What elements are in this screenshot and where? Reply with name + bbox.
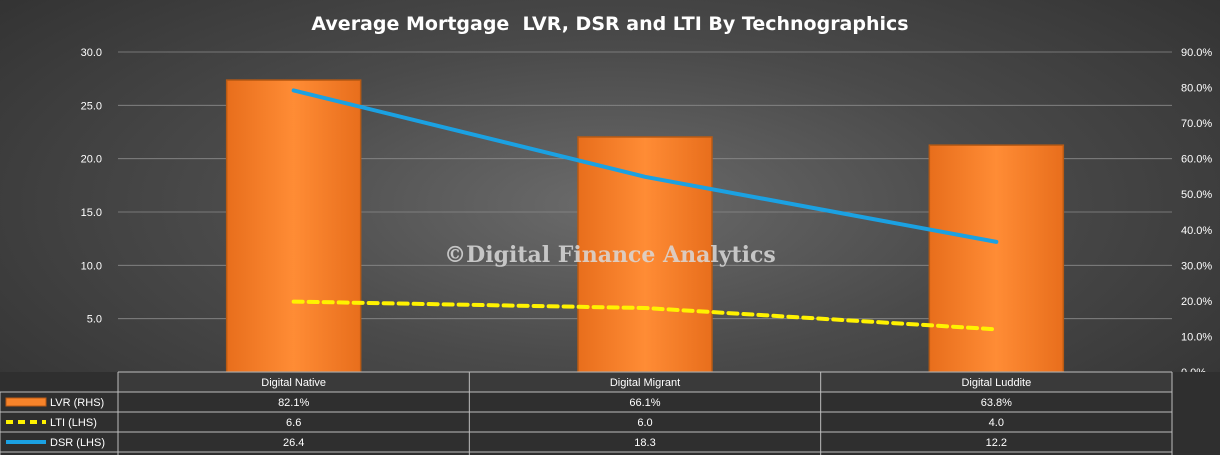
left-tick-label: 25.0 [81, 100, 102, 112]
right-tick-label: 10.0% [1181, 331, 1212, 343]
left-tick-label: 20.0 [81, 154, 102, 166]
data-table-cell: 4.0 [989, 417, 1004, 429]
right-tick-label: 30.0% [1181, 260, 1212, 272]
lvr-bar [928, 144, 1065, 373]
data-table-cell: 18.3 [634, 437, 655, 449]
data-table-cell: 6.0 [637, 417, 652, 429]
series-lines [291, 88, 999, 332]
lti-series-line [291, 299, 999, 332]
left-axis: -5.010.015.020.025.030.0 [81, 47, 103, 379]
left-tick-label: 30.0 [81, 47, 102, 59]
data-table-cell: 26.4 [283, 437, 304, 449]
left-tick-label: 10.0 [81, 260, 102, 272]
series-name: LTI (LHS) [50, 417, 97, 429]
category-label: Digital Native [261, 377, 326, 389]
data-table-cell: 63.8% [981, 397, 1012, 409]
right-axis: 0.0%10.0%20.0%30.0%40.0%50.0%60.0%70.0%8… [1181, 47, 1212, 379]
data-table-cell: 6.6 [286, 417, 301, 429]
category-label: Digital Migrant [610, 377, 680, 389]
watermark: ©Digital Finance Analytics [444, 242, 776, 268]
dsr-series-line [291, 88, 999, 244]
left-tick-label: 15.0 [81, 207, 102, 219]
legend-key-lvr [5, 397, 47, 407]
data-table: Digital Native Digital Migrant Digital Lud… [0, 371, 1220, 455]
right-tick-label: 70.0% [1181, 118, 1212, 130]
right-tick-label: 90.0% [1181, 47, 1212, 59]
left-tick-label: 5.0 [87, 314, 102, 326]
data-table-cell: 82.1% [278, 397, 309, 409]
data-table-cell: 66.1% [629, 397, 660, 409]
right-tick-label: 40.0% [1181, 225, 1212, 237]
right-tick-label: 80.0% [1181, 83, 1212, 95]
data-table-cell: 12.2 [986, 437, 1007, 449]
series-name: LVR (RHS) [50, 397, 104, 409]
lvr-bars [225, 79, 1065, 373]
right-tick-label: 50.0% [1181, 189, 1212, 201]
lvr-bar [225, 79, 362, 373]
right-tick-label: 60.0% [1181, 154, 1212, 166]
category-label: Digital Luddite [961, 377, 1031, 389]
series-name: DSR (LHS) [50, 437, 105, 449]
right-tick-label: 20.0% [1181, 296, 1212, 308]
chart-title: Average Mortgage LVR, DSR and LTI By Tec… [311, 13, 908, 35]
data-table-header-background [118, 372, 1172, 392]
